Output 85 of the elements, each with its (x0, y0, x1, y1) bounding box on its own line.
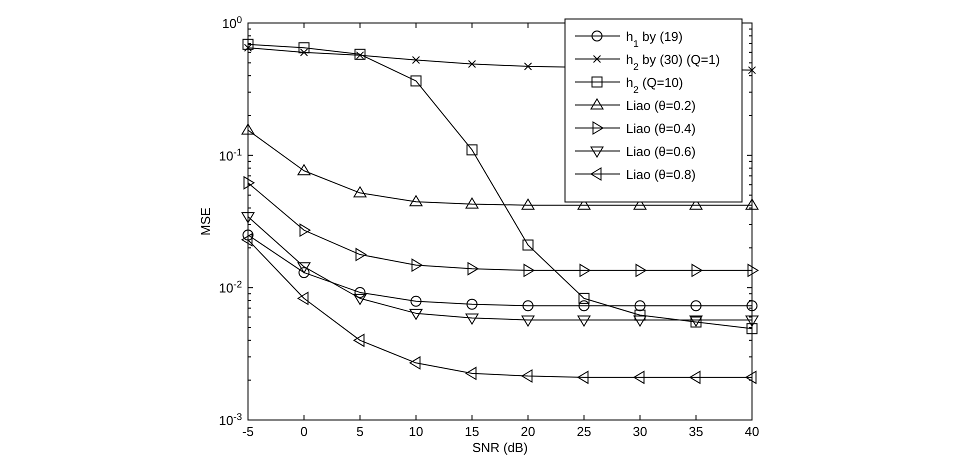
point (466, 198, 478, 209)
point (466, 366, 476, 380)
point (634, 370, 644, 384)
point (466, 298, 478, 310)
point (242, 233, 252, 246)
legend-label: h$_{2}$ (Q=10) (626, 75, 684, 96)
point (412, 258, 422, 272)
legend-label: h$_{1}$ by (19) (626, 29, 683, 50)
y-axis-title: MSE (198, 207, 213, 236)
point (298, 42, 310, 54)
x-tick-label: 25 (576, 424, 592, 439)
y-tick-label: 10$^{0}$ (222, 14, 243, 31)
point (578, 370, 588, 384)
point (746, 300, 758, 312)
point (244, 44, 252, 52)
x-tick-label: 15 (464, 424, 480, 439)
point (578, 300, 590, 312)
x-tick-label: 30 (632, 424, 648, 439)
point (354, 48, 366, 60)
point (578, 292, 590, 304)
point (412, 56, 420, 64)
x-tick-label: 35 (688, 424, 704, 439)
legend-label: h$_{2}$ by (30) (Q=1) (626, 52, 720, 72)
x-axis-title: SNR (dB) (472, 440, 528, 455)
point (244, 176, 254, 190)
point (242, 124, 254, 135)
point (524, 62, 532, 70)
point (748, 264, 758, 277)
point (354, 294, 366, 305)
point (522, 240, 534, 251)
point (410, 296, 422, 307)
point (300, 224, 310, 237)
point (354, 334, 364, 347)
point (242, 212, 254, 224)
legend-label: Liao (θ=0.8) (626, 167, 696, 182)
x-tick-label: -5 (242, 424, 254, 439)
point (690, 370, 700, 384)
point (634, 315, 646, 326)
point (242, 38, 254, 50)
point (746, 323, 758, 334)
point (580, 264, 590, 277)
point (746, 315, 758, 326)
point (522, 370, 532, 383)
x-tick-label: 10 (408, 424, 424, 439)
point (356, 248, 366, 262)
point (298, 262, 310, 274)
point (746, 370, 756, 384)
point (578, 315, 590, 326)
point (354, 286, 366, 298)
point (522, 300, 534, 312)
x-tick-label: 5 (356, 424, 364, 439)
point (300, 48, 308, 56)
point (298, 164, 310, 176)
point (524, 264, 534, 277)
point (746, 198, 758, 210)
point (298, 267, 310, 278)
legend-label: Liao (θ=0.4) (626, 121, 696, 136)
legend-label: Liao (θ=0.6) (626, 144, 696, 159)
point (636, 264, 646, 277)
point (298, 292, 308, 305)
x-tick-label: 40 (744, 424, 760, 439)
point (522, 198, 534, 210)
x-tick-label: 20 (520, 424, 536, 439)
point (410, 75, 422, 86)
point (634, 310, 646, 321)
point (692, 264, 702, 277)
point (466, 144, 478, 156)
point (410, 308, 422, 320)
y-tick-label: 10$^{-3}$ (218, 412, 242, 428)
point (354, 186, 366, 198)
point (522, 315, 534, 326)
point (410, 356, 420, 370)
point (634, 300, 646, 312)
point (356, 51, 364, 60)
point (410, 195, 422, 206)
point (690, 300, 702, 312)
point (242, 230, 254, 241)
legend-label: Liao (θ=0.2) (626, 98, 696, 113)
y-tick-label: 10$^{-2}$ (218, 279, 242, 296)
y-tick-label: 10$^{-1}$ (218, 146, 242, 164)
x-tick-label: 0 (300, 424, 308, 439)
point (468, 60, 476, 68)
point (748, 66, 756, 74)
point (468, 262, 478, 276)
point (466, 313, 478, 324)
